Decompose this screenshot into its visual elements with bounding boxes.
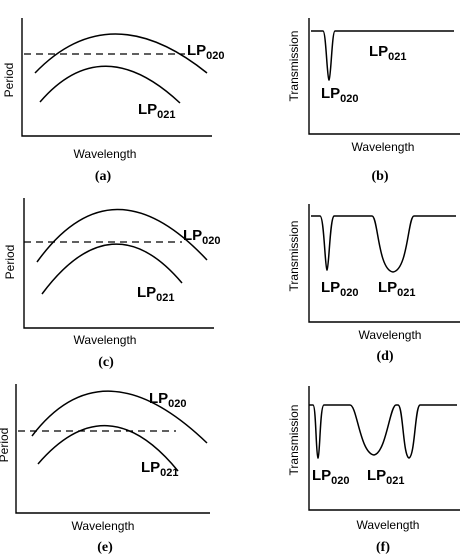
panel-b-ylabel: Transmission: [287, 31, 301, 102]
panel-c: Period Wavelength LP020 LP021 (c): [3, 198, 221, 370]
panel-a-label-lp021: LP021: [138, 101, 176, 121]
panel-c-caption: (c): [98, 355, 114, 370]
panel-f-xlabel: Wavelength: [357, 518, 420, 532]
panel-d: Transmission Wavelength LP020 LP021 (d): [287, 204, 460, 364]
panel-b-label-lp021: LP021: [369, 43, 407, 63]
panel-b: Transmission Wavelength LP021 LP020 (b): [287, 18, 460, 184]
panel-c-curve-lp021: [41, 243, 183, 295]
panel-f-label-lp021: LP021: [367, 467, 405, 487]
panel-d-axes: [308, 204, 460, 323]
panel-c-xlabel: Wavelength: [74, 333, 137, 347]
panel-f: Transmission Wavelength LP020 LP021 (f): [287, 386, 460, 555]
panel-b-spectrum: [311, 30, 454, 82]
panel-d-spectrum: [311, 215, 456, 273]
panel-d-caption: (d): [376, 349, 393, 364]
panel-e-ylabel: Period: [0, 428, 11, 463]
panel-e-label-lp020: LP020: [149, 390, 187, 410]
panel-f-label-lp020: LP020: [312, 467, 350, 487]
panel-e-caption: (e): [97, 540, 113, 555]
panel-f-axes: [308, 386, 460, 511]
panel-a-label-lp020: LP020: [187, 42, 225, 62]
panel-b-label-lp020: LP020: [321, 85, 359, 105]
panel-f-spectrum: [309, 404, 457, 460]
panel-b-caption: (b): [371, 169, 388, 184]
panel-a-axes: [21, 18, 212, 137]
panel-e-label-lp021: LP021: [141, 459, 179, 479]
panel-d-label-lp020: LP020: [321, 279, 359, 299]
panel-f-ylabel: Transmission: [287, 405, 301, 476]
panel-c-axes: [23, 198, 214, 329]
panel-a-curve-lp020: [34, 33, 208, 74]
panel-b-xlabel: Wavelength: [352, 140, 415, 154]
panel-d-label-lp021: LP021: [378, 279, 416, 299]
panel-f-caption: (f): [376, 540, 390, 555]
panel-c-ylabel: Period: [3, 245, 17, 280]
panel-c-curve-lp020: [36, 208, 208, 263]
panel-d-ylabel: Transmission: [287, 221, 301, 292]
panel-a-caption: (a): [95, 169, 112, 184]
panel-e: Period Wavelength LP020 LP021 (e): [0, 384, 210, 555]
panel-a-xlabel: Wavelength: [74, 147, 137, 161]
panel-a-ylabel: Period: [2, 63, 16, 98]
panel-c-label-lp020: LP020: [183, 227, 221, 247]
panel-e-xlabel: Wavelength: [72, 519, 135, 533]
panel-a-curve-lp021: [39, 65, 181, 104]
panel-a: Period Wavelength LP020 LP021 (a): [2, 18, 225, 184]
panel-e-curve-lp021: [37, 425, 179, 472]
panel-c-label-lp021: LP021: [137, 284, 175, 304]
panel-e-curve-lp020: [31, 390, 208, 444]
panel-d-xlabel: Wavelength: [359, 328, 422, 342]
panel-e-axes: [15, 384, 210, 514]
panel-b-axes: [308, 18, 460, 135]
